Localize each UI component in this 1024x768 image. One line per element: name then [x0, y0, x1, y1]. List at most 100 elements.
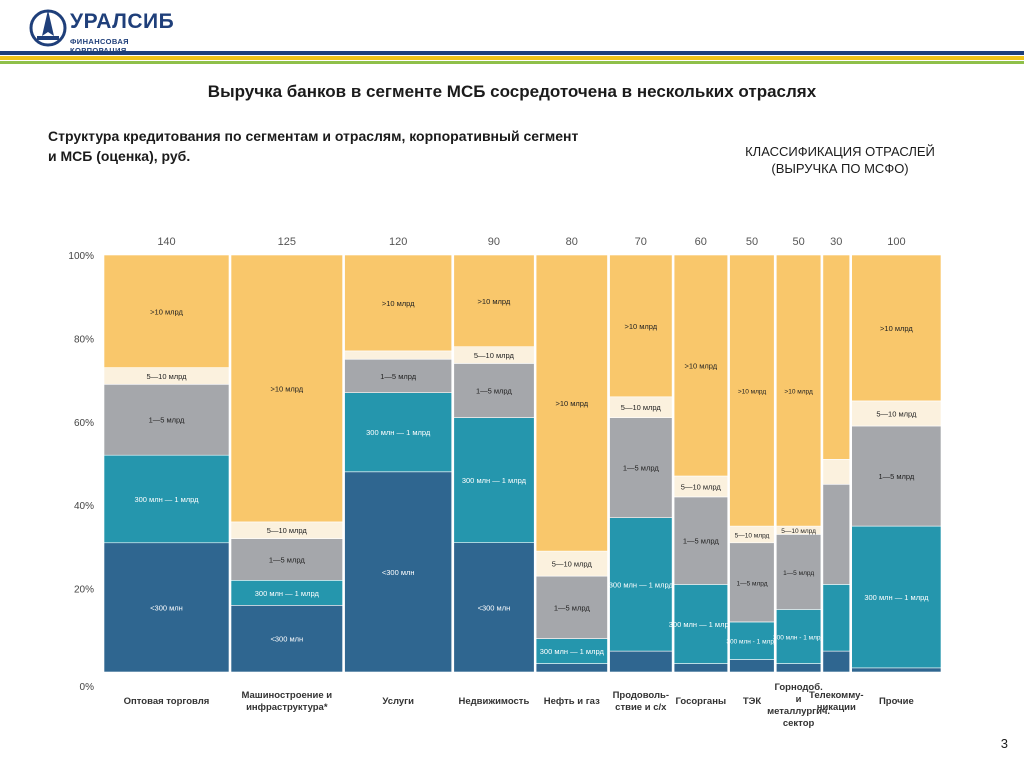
slide-title: Выручка банков в сегменте МСБ сосредоточ…	[207, 82, 817, 101]
segment-label: >10 млрд	[382, 299, 415, 308]
segment-label: >10 млрд	[684, 362, 717, 371]
segment-label: 300 млн — 1 млрд	[366, 428, 431, 437]
bar-segment	[344, 471, 453, 673]
chart-subtitle-line-1: Структура кредитования по сегментам и от…	[48, 128, 579, 144]
bar-segment	[344, 358, 453, 393]
company-logo: УРАЛСИБ ФИНАНСОВАЯ КОРПОРАЦИЯ	[28, 6, 188, 55]
bar-segment	[535, 575, 608, 639]
bar-segment	[453, 254, 535, 347]
segment-label: 1—5 млрд	[878, 472, 914, 481]
bar-segment	[230, 538, 343, 581]
category-label-продоволь-ствие-и-с-х: ствие и с/х	[615, 702, 667, 713]
header-stripe-blue	[0, 51, 1024, 55]
segment-label: 300 млн — 1 млрд	[609, 580, 674, 589]
bar-segment	[673, 663, 728, 673]
column-total-label: 80	[566, 236, 578, 248]
bar-segment	[609, 517, 673, 652]
segment-label: 5—10 млрд	[781, 528, 816, 535]
category-label-оптовая-торговля: Оптовая торговля	[124, 696, 210, 707]
bar-segment	[344, 254, 453, 352]
category-label-продоволь-ствие-и-с-х: Продоволь-	[613, 690, 669, 701]
segment-label: 1—5 млрд	[476, 387, 512, 396]
segment-label: 300 млн — 1 млрд	[462, 476, 527, 485]
bar-segment	[344, 350, 453, 360]
segment-label: 1—5 млрд	[149, 416, 185, 425]
y-tick-label: 100%	[68, 251, 94, 262]
bar-segment	[535, 254, 608, 552]
y-tick-label: 80%	[74, 334, 94, 345]
logo-emblem-icon	[29, 9, 67, 47]
segment-label: 5—10 млрд	[621, 403, 662, 412]
segment-label: 5—10 млрд	[681, 482, 722, 491]
column-total-label: 125	[278, 236, 296, 248]
column-total-label: 100	[887, 236, 905, 248]
bar-segment	[609, 254, 673, 398]
segment-label: 5—10 млрд	[552, 560, 593, 569]
bar-segment	[453, 417, 535, 544]
category-label-прочие: Прочие	[879, 696, 914, 707]
column-total-label: 120	[389, 236, 407, 248]
classification-line-2: (ВЫРУЧКА ПО МСФО)	[771, 161, 909, 176]
segment-label: 5—10 млрд	[267, 526, 308, 535]
category-label-горнодоб-и-металлургич-сектор: металлургич.	[767, 706, 830, 717]
column-total-label: 70	[635, 236, 647, 248]
logo-name: УРАЛСИБ	[70, 10, 175, 33]
logo-subtitle: ФИНАНСОВАЯ КОРПОРАЦИЯ	[70, 37, 129, 55]
bar-segment	[103, 254, 230, 368]
chart-subtitle-line-2: и МСБ (оценка), руб.	[48, 148, 191, 164]
column-total-label: 50	[746, 236, 758, 248]
segment-label: <300 млн	[270, 635, 303, 644]
bar-segment	[822, 584, 851, 652]
segment-label: 300 млн — 1 млрд	[540, 647, 605, 656]
classification-line-1: КЛАССИФИКАЦИЯ ОТРАСЛЕЙ	[745, 144, 935, 159]
bar-segment	[673, 496, 728, 585]
category-label-телекомму-никации: никации	[817, 702, 856, 713]
segment-label: >10 млрд	[555, 399, 588, 408]
bar-segment	[729, 542, 775, 623]
category-label-горнодоб-и-металлургич-сектор: и	[796, 694, 802, 705]
category-label-машиностроение-и-инфраструктура: инфраструктура*	[246, 702, 328, 713]
bar-segment	[729, 659, 775, 673]
y-tick-label: 20%	[74, 585, 94, 596]
segment-label: >10 млрд	[270, 384, 303, 393]
y-tick-label: 60%	[74, 418, 94, 429]
bar-segment	[673, 584, 728, 664]
segment-label: <300 млн	[382, 568, 415, 577]
segment-label: 1—5 млрд	[623, 464, 659, 473]
segment-label: 1—5 млрд	[380, 372, 416, 381]
bar-segment	[822, 483, 851, 585]
segment-label: 300 млн - 1 млрд	[726, 639, 777, 646]
segment-label: >10 млрд	[880, 324, 913, 333]
category-label-госорганы: Госорганы	[676, 696, 727, 707]
segment-label: >10 млрд	[150, 307, 183, 316]
bar-segment	[775, 534, 822, 610]
bar-segment	[230, 604, 343, 673]
bar-segment	[775, 609, 822, 664]
segment-label: 1—5 млрд	[554, 603, 590, 612]
chart-subtitle: Структура кредитования по сегментам и от…	[48, 126, 668, 166]
segment-label: 5—10 млрд	[146, 372, 187, 381]
bar-segment	[851, 425, 942, 527]
bar-segment	[103, 454, 230, 544]
header-stripe-yellow	[0, 56, 1024, 60]
column-total-label: 60	[695, 236, 707, 248]
column-total-label: 140	[157, 236, 175, 248]
bar-segment	[609, 650, 673, 673]
bar-segment	[822, 650, 851, 673]
y-tick-label: 40%	[74, 501, 94, 512]
segment-label: 300 млн — 1 млрд	[864, 593, 929, 602]
bar-segment	[344, 392, 453, 473]
segment-label: 5—10 млрд	[474, 351, 515, 360]
segment-label: 300 млн — 1 млрд	[134, 495, 199, 504]
segment-label: >10 млрд	[738, 389, 767, 396]
bar-segment	[851, 667, 942, 673]
bar-segment	[103, 383, 230, 456]
segment-label: <300 млн	[478, 603, 511, 612]
segment-label: >10 млрд	[478, 297, 511, 306]
bar-segment	[535, 663, 608, 673]
bar-segment	[535, 638, 608, 664]
category-label-горнодоб-и-металлургич-сектор: Горнодоб.	[774, 682, 822, 693]
bar-segment	[230, 254, 343, 523]
bar-segment	[851, 254, 942, 402]
